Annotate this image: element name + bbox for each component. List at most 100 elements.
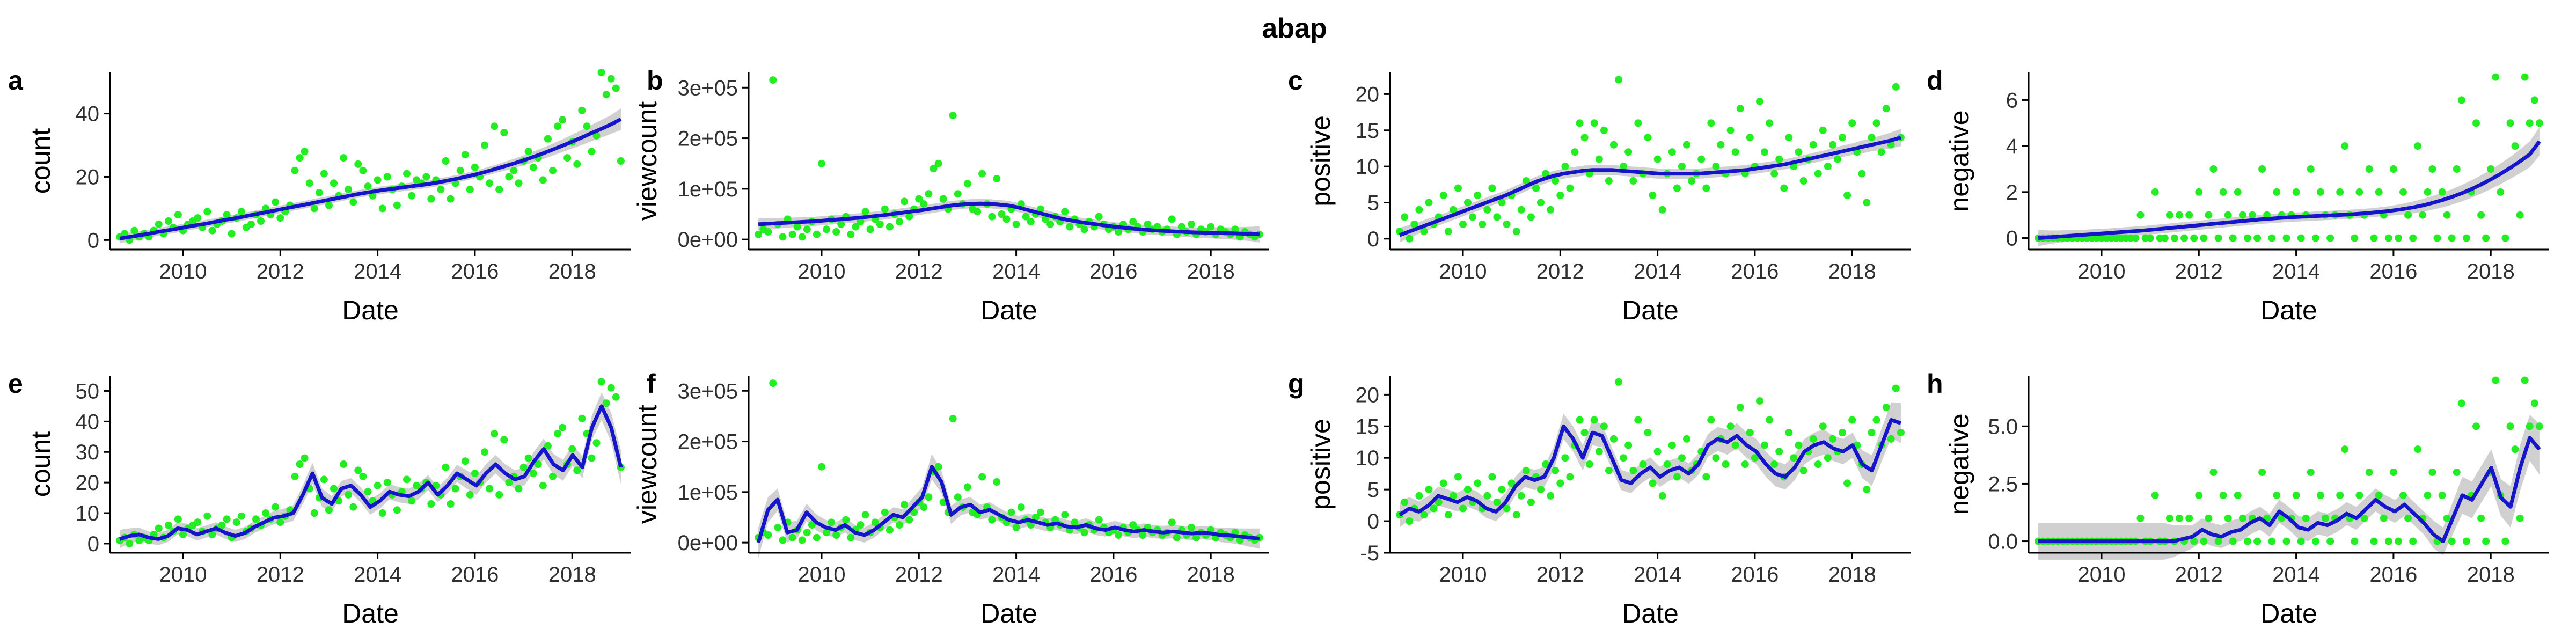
data-point bbox=[174, 515, 182, 523]
data-point bbox=[2268, 234, 2276, 242]
data-point bbox=[1401, 213, 1409, 221]
data-point bbox=[1401, 498, 1409, 506]
data-point bbox=[447, 195, 455, 203]
data-point bbox=[885, 526, 894, 534]
x-tick-label: 2016 bbox=[1089, 563, 1137, 587]
x-tick-label: 2010 bbox=[2077, 563, 2125, 587]
data-point bbox=[524, 148, 532, 156]
y-tick-label: 50 bbox=[76, 379, 100, 403]
data-point bbox=[1863, 199, 1871, 207]
data-point bbox=[1192, 533, 1200, 541]
y-tick-label: 15 bbox=[1356, 415, 1380, 438]
data-point bbox=[2443, 211, 2451, 219]
x-tick-label: 2018 bbox=[2467, 563, 2515, 587]
data-point bbox=[1527, 498, 1535, 506]
data-point bbox=[1061, 511, 1069, 519]
data-point bbox=[1795, 441, 1803, 449]
smooth-line-a bbox=[119, 118, 622, 240]
data-point bbox=[963, 180, 971, 188]
data-point bbox=[272, 198, 280, 206]
data-point bbox=[1858, 170, 1866, 178]
y-tick-label: 0 bbox=[87, 532, 99, 556]
data-point bbox=[2511, 445, 2519, 453]
data-point bbox=[2165, 514, 2174, 522]
data-point bbox=[354, 160, 362, 168]
data-point bbox=[495, 491, 503, 499]
data-point bbox=[2365, 165, 2373, 173]
data-point bbox=[1629, 177, 1637, 185]
data-point bbox=[837, 220, 845, 228]
data-point bbox=[564, 154, 572, 162]
data-point bbox=[203, 208, 211, 216]
data-point bbox=[1668, 441, 1676, 449]
data-point bbox=[896, 521, 903, 529]
data-point bbox=[2341, 445, 2349, 453]
y-tick-label: 0 bbox=[1367, 228, 1379, 251]
data-point bbox=[1795, 148, 1803, 156]
data-point bbox=[2521, 376, 2529, 384]
data-point bbox=[223, 515, 231, 523]
data-point bbox=[228, 230, 236, 238]
data-point bbox=[505, 479, 513, 487]
data-point bbox=[1454, 184, 1462, 192]
data-point bbox=[2185, 514, 2193, 522]
data-point bbox=[1556, 192, 1564, 199]
data-point bbox=[1483, 492, 1491, 500]
data-point bbox=[578, 414, 586, 422]
data-point bbox=[2171, 234, 2178, 242]
data-point bbox=[588, 454, 596, 462]
data-point bbox=[451, 485, 459, 493]
panel-letter-c: c bbox=[1288, 65, 1303, 96]
data-point bbox=[1819, 126, 1827, 134]
data-point bbox=[1882, 403, 1890, 411]
data-point bbox=[374, 176, 382, 184]
data-point bbox=[2195, 188, 2203, 196]
data-point bbox=[988, 213, 996, 221]
data-point bbox=[2395, 234, 2402, 242]
data-point bbox=[2395, 537, 2402, 545]
data-point bbox=[2176, 514, 2183, 522]
data-point bbox=[500, 129, 508, 136]
x-tick-label: 2018 bbox=[1187, 563, 1235, 587]
data-point bbox=[1785, 429, 1793, 437]
y-tick-label: 3e+05 bbox=[678, 379, 738, 403]
data-point bbox=[1449, 492, 1457, 500]
data-point bbox=[330, 485, 338, 493]
data-point bbox=[1071, 518, 1079, 526]
data-point bbox=[2273, 491, 2281, 499]
data-point bbox=[1673, 184, 1681, 192]
data-point bbox=[583, 122, 591, 130]
data-point bbox=[276, 214, 284, 222]
data-point bbox=[345, 186, 353, 193]
data-point bbox=[2453, 469, 2461, 476]
data-point bbox=[1799, 466, 1807, 474]
data-point bbox=[1653, 155, 1662, 163]
data-point bbox=[1887, 141, 1895, 149]
data-point bbox=[1454, 473, 1462, 481]
data-point bbox=[1410, 220, 1418, 228]
data-point bbox=[2492, 376, 2500, 384]
data-point bbox=[510, 166, 518, 174]
smooth-line-c bbox=[1399, 135, 1901, 237]
x-tick-label: 2016 bbox=[1089, 260, 1137, 283]
data-point bbox=[2351, 234, 2359, 242]
data-point bbox=[466, 491, 474, 499]
data-point bbox=[1488, 184, 1496, 192]
x-tick-label: 2014 bbox=[1634, 563, 1681, 587]
data-point bbox=[1590, 416, 1598, 424]
data-point bbox=[349, 198, 357, 206]
data-point bbox=[2326, 537, 2334, 545]
data-point bbox=[559, 423, 567, 431]
data-point bbox=[2443, 514, 2451, 522]
data-point bbox=[1483, 206, 1491, 214]
data-point bbox=[2399, 491, 2407, 499]
data-point bbox=[2209, 469, 2218, 476]
data-point bbox=[2146, 234, 2154, 242]
data-point bbox=[2253, 537, 2262, 545]
data-point bbox=[1770, 460, 1779, 468]
data-point bbox=[901, 501, 909, 509]
data-point bbox=[949, 112, 957, 120]
data-point bbox=[988, 516, 996, 524]
data-point bbox=[1144, 220, 1152, 228]
